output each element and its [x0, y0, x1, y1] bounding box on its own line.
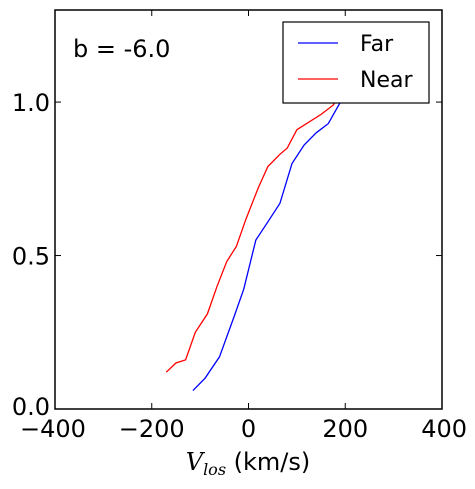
y-tick-label: 0.0: [12, 393, 50, 421]
x-axis-label: Vlos (km/s): [186, 448, 311, 479]
x-tick-label: −200: [119, 415, 185, 443]
y-tick-label: 0.5: [12, 243, 50, 271]
y-tick-label: 1.0: [12, 89, 50, 117]
x-tick-label: −400: [20, 415, 86, 443]
series-layer: [165, 71, 351, 392]
x-axis-subscript: los: [203, 460, 226, 479]
x-axis-symbol: V: [186, 448, 206, 476]
panel-annotation: b = -6.0: [73, 35, 170, 63]
x-tick-label: 0: [241, 415, 256, 443]
legend-label-far: Far: [360, 32, 394, 57]
series-line-far: [192, 71, 351, 392]
x-axis-unit: (km/s): [226, 448, 310, 476]
tick-labels: −400 −200 0 200 400 0.0 0.5 1.0: [12, 89, 467, 443]
legend-label-near: Near: [360, 68, 413, 93]
x-tick-label: 400: [421, 415, 467, 443]
legend: Far Near: [282, 21, 430, 104]
plot-frame: [54, 9, 443, 410]
x-tick-label: 200: [322, 415, 368, 443]
legend-box: [282, 21, 430, 104]
series-line-near: [165, 86, 346, 373]
